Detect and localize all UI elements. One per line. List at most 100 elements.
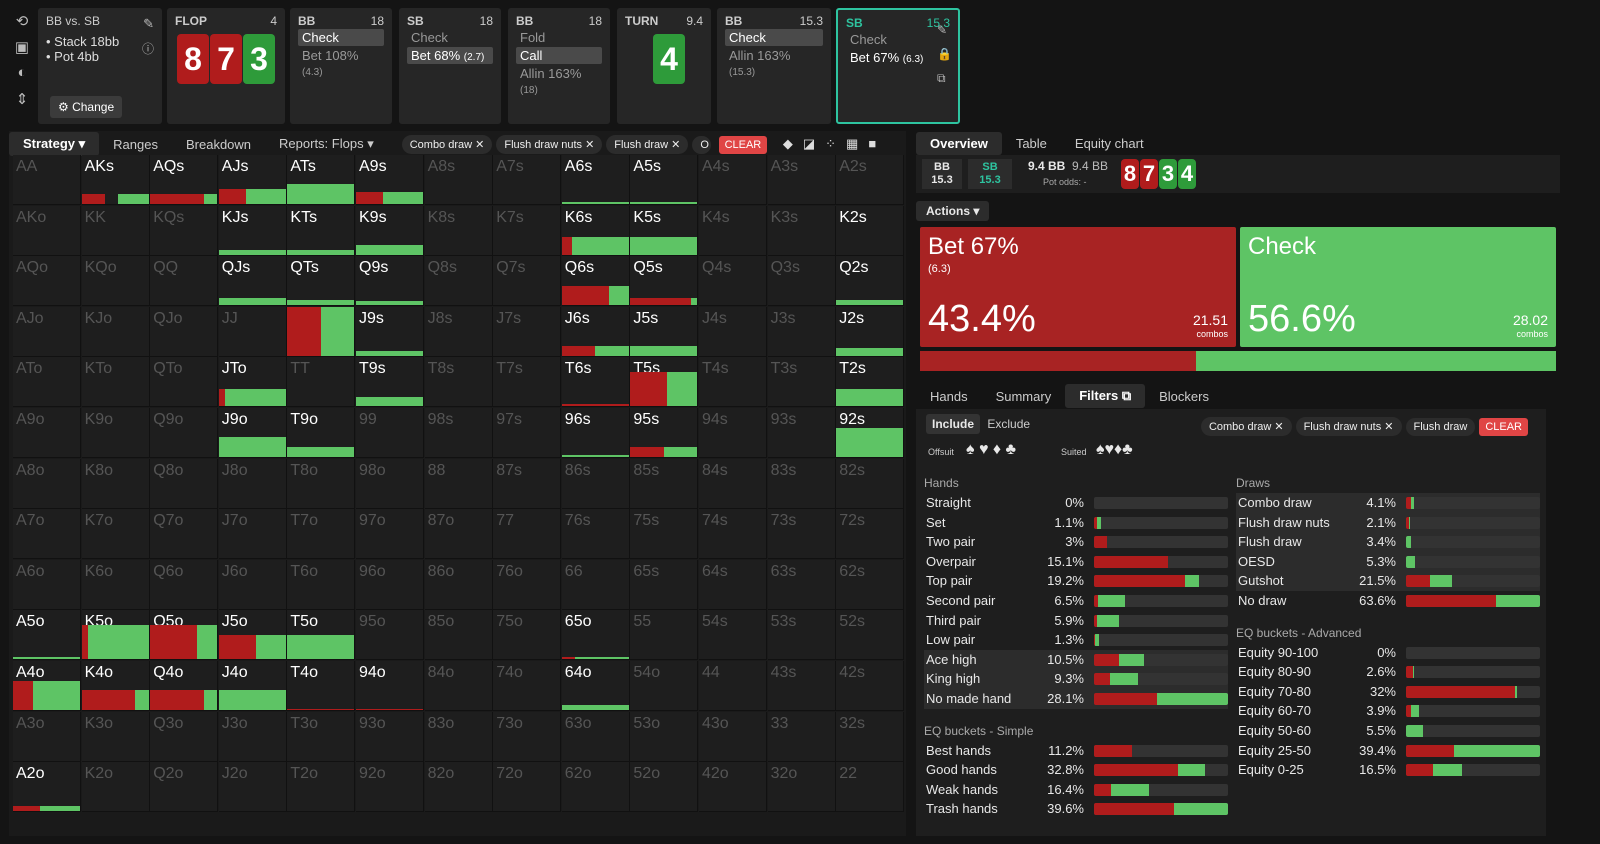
hand-cell[interactable]: T2o	[287, 762, 356, 813]
hand-cell[interactable]: Q4s	[699, 256, 767, 307]
hand-cell[interactable]: A2s	[836, 155, 905, 205]
hand-cell[interactable]: Q8o	[150, 458, 219, 509]
filter-row[interactable]: Weak hands 16.4%	[924, 780, 1228, 800]
hand-cell[interactable]: JTo	[218, 357, 287, 408]
hand-cell[interactable]: 42s	[836, 661, 905, 711]
hand-cell[interactable]: AJs	[218, 155, 287, 205]
hand-cell[interactable]: Q6o	[150, 559, 219, 610]
hand-cell[interactable]: 83s	[767, 458, 836, 509]
hand-cell[interactable]: 93o	[356, 711, 424, 762]
hand-cell[interactable]: A4o	[13, 661, 81, 711]
hand-cell[interactable]: QQ	[150, 256, 219, 307]
hand-cell[interactable]: 53o	[630, 711, 699, 762]
action-option[interactable]: Call	[516, 47, 602, 64]
filter-row[interactable]: King high 9.3%	[924, 669, 1228, 689]
filter-row[interactable]: Equity 60-70 3.9%	[1236, 701, 1540, 721]
card-tool-icons[interactable]: ✎ 🔒 ⧉	[937, 23, 952, 85]
filter-row[interactable]: Overpair 15.1%	[924, 552, 1228, 572]
hand-cell[interactable]: K2o	[81, 762, 150, 813]
filter-row[interactable]: Combo draw 4.1%	[1236, 493, 1540, 513]
hand-cell[interactable]: Q5s	[630, 256, 699, 307]
chip-flush-draw-nuts[interactable]: Flush draw nuts ✕	[496, 134, 603, 154]
filter-row[interactable]: Equity 80-90 2.6%	[1236, 662, 1540, 682]
hand-cell[interactable]: J8s	[424, 306, 493, 357]
hand-cell[interactable]: J5o	[218, 610, 287, 661]
hand-cell[interactable]: 65s	[630, 559, 699, 610]
hand-cell[interactable]: J3o	[218, 711, 287, 762]
hand-cell[interactable]: Q4o	[150, 661, 219, 711]
hand-cell[interactable]: K6o	[81, 559, 150, 610]
action-option[interactable]: Allin 163% (15.3)	[729, 48, 791, 78]
hand-cell[interactable]: A7o	[13, 509, 81, 560]
edit-icon[interactable]: ✎	[143, 16, 154, 31]
hand-cell[interactable]: Q3o	[150, 711, 219, 762]
filter-row[interactable]: Good hands 32.8%	[924, 760, 1228, 780]
hand-cell[interactable]: AKo	[13, 205, 81, 256]
chip-more[interactable]: O	[692, 135, 711, 154]
hand-cell[interactable]: 72s	[836, 509, 905, 560]
hand-cell[interactable]: T8s	[424, 357, 493, 408]
hand-cell[interactable]: 73s	[767, 509, 836, 560]
hand-cell[interactable]: 43s	[767, 661, 836, 711]
hand-cell[interactable]: 75o	[493, 610, 562, 661]
collapse-icon[interactable]: ⇕	[15, 91, 29, 108]
hand-cell[interactable]: AA	[13, 155, 81, 205]
hand-cell[interactable]: 92s	[836, 408, 905, 458]
hand-cell[interactable]: J4o	[218, 661, 287, 711]
action-option[interactable]: Check	[850, 32, 887, 47]
action-option[interactable]: Bet 108% (4.3)	[302, 48, 359, 78]
tab-table[interactable]: Table	[1015, 135, 1047, 151]
hand-cell[interactable]: 98o	[356, 458, 424, 509]
filter-row[interactable]: Second pair 6.5%	[924, 591, 1228, 611]
clear-button[interactable]: CLEAR	[718, 135, 768, 154]
undo-icon[interactable]: ⟲	[15, 13, 29, 30]
hand-cell[interactable]: 94o	[356, 661, 424, 711]
hand-cell[interactable]: QJs	[218, 256, 287, 307]
filter-row[interactable]: Best hands 11.2%	[924, 741, 1228, 761]
hand-cell[interactable]: 65o	[561, 610, 630, 661]
action-option[interactable]: Check	[725, 29, 823, 46]
hand-cell[interactable]: 95s	[630, 408, 699, 458]
hand-cell[interactable]: 53s	[767, 610, 836, 661]
hand-cell[interactable]: T4s	[699, 357, 767, 408]
chip-flush-draw-nuts[interactable]: Flush draw nuts ✕	[1295, 417, 1402, 436]
hand-cell[interactable]: Q7o	[150, 509, 219, 560]
hand-cell[interactable]: K9s	[356, 205, 424, 256]
hand-cell[interactable]: 73o	[493, 711, 562, 762]
hand-cell[interactable]: 63s	[767, 559, 836, 610]
hand-cell[interactable]: 64s	[699, 559, 767, 610]
hand-cell[interactable]: ATo	[13, 357, 81, 408]
hand-cell[interactable]: Q5o	[150, 610, 219, 661]
hand-cell[interactable]: KK	[81, 205, 150, 256]
hand-cell[interactable]: KJs	[218, 205, 287, 256]
hand-cell[interactable]: 86o	[424, 559, 493, 610]
hand-cell[interactable]: JJ	[218, 306, 287, 357]
bb-action-card-3[interactable]: BB 15.3 Check Allin 163% (15.3)	[717, 8, 831, 124]
hand-cell[interactable]: 32o	[767, 762, 836, 813]
hand-cell[interactable]: 62s	[836, 559, 905, 610]
action-option[interactable]: Check	[298, 29, 384, 46]
tab-summary[interactable]: Summary	[995, 388, 1052, 404]
hand-cell[interactable]: T8o	[287, 458, 356, 509]
save-icon[interactable]: ▣	[14, 39, 30, 56]
hand-cell[interactable]: 98s	[424, 408, 493, 458]
hand-cell[interactable]: J3s	[767, 306, 836, 357]
filter-row[interactable]: No made hand 28.1%	[924, 688, 1228, 709]
hand-cell[interactable]: T9o	[287, 408, 356, 458]
hand-cell[interactable]: K8o	[81, 458, 150, 509]
hand-cell[interactable]: Q3s	[767, 256, 836, 307]
sb-action-card-2[interactable]: SB 15.3 Check Bet 67% (6.3) ✎ 🔒 ⧉	[836, 8, 960, 124]
hand-cell[interactable]: 66	[561, 559, 630, 610]
gamepad-icon[interactable]: ◐	[17, 64, 27, 81]
hand-cell[interactable]: T6s	[561, 357, 630, 408]
action-option[interactable]: Check	[411, 30, 448, 45]
hand-cell[interactable]: KQs	[150, 205, 219, 256]
hand-cell[interactable]: T4o	[287, 661, 356, 711]
chip-flush-draw[interactable]: Flush draw	[1405, 418, 1476, 436]
bb-action-card-1[interactable]: BB 18 Check Bet 108% (4.3)	[290, 8, 392, 124]
hand-cell[interactable]: A9o	[13, 408, 81, 458]
hand-cell[interactable]: 32s	[836, 711, 905, 762]
hand-cell[interactable]: K4s	[699, 205, 767, 256]
hand-cell[interactable]: 84s	[699, 458, 767, 509]
